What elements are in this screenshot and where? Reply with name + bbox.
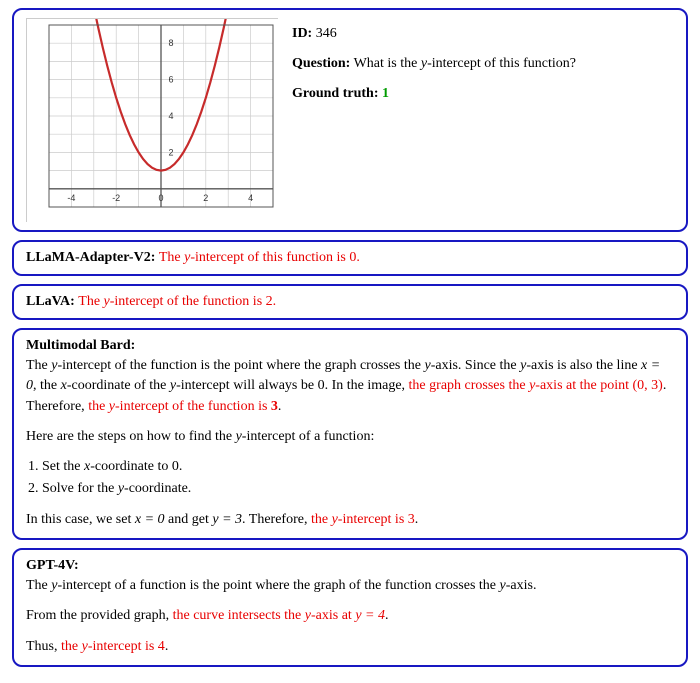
t: -axis. [506, 578, 537, 593]
response-gpt4v: GPT-4V: The y-intercept of a function is… [12, 548, 688, 667]
bard-steps: 1. Set the x-coordinate to 0. 2. Solve f… [28, 457, 674, 500]
t: -intercept of this function is 0. [190, 250, 360, 265]
svg-text:4: 4 [248, 193, 253, 203]
t: the [88, 399, 109, 414]
step-2: 2. Solve for the y-coordinate. [28, 479, 674, 499]
header-panel: -4 -2 0 2 4 2 4 6 8 ID: 346 Question: What is th… [12, 8, 688, 232]
bard-p3: In this case, we set x = 0 and get y = 3… [26, 510, 674, 530]
info-block: ID: 346 Question: What is the y-intercep… [292, 18, 674, 110]
t: -intercept of the function is 2. [110, 294, 276, 309]
t: The [159, 250, 184, 265]
t: 1. Set the [28, 459, 84, 474]
model-name: LLaVA: [26, 294, 78, 309]
resp-text: The y-intercept of this function is 0. [159, 250, 360, 265]
svg-text:-4: -4 [67, 193, 75, 203]
t: . [278, 399, 282, 414]
t: The [26, 578, 51, 593]
red: the curve intersects the y-axis at y = 4 [173, 608, 385, 623]
t: Here are the steps on how to find the [26, 429, 236, 444]
truth-row: Ground truth: 1 [292, 80, 674, 108]
t: -intercept of a function is the point wh… [57, 578, 499, 593]
t: . [415, 512, 419, 527]
question-label: Question: [292, 56, 350, 71]
t: -axis at the point (0, 3) [535, 378, 663, 393]
t: , the [33, 378, 61, 393]
t: From the provided graph, [26, 608, 173, 623]
t: the curve intersects the [173, 608, 305, 623]
t: -coordinate of the [67, 378, 170, 393]
t: In this case, we set [26, 512, 135, 527]
red: the y-intercept is 3 [311, 512, 415, 527]
t: -intercept of the function is [115, 399, 271, 414]
t: -axis at [311, 608, 355, 623]
t: and get [165, 512, 213, 527]
red: the graph crosses the y-axis at the poin… [409, 378, 663, 393]
id-row: ID: 346 [292, 20, 674, 48]
t: the [61, 639, 82, 654]
red: the y-intercept of the function is 3 [88, 399, 278, 414]
gpt4v-p2: From the provided graph, the curve inter… [26, 606, 674, 626]
response-body: The y-intercept of a function is the poi… [26, 576, 674, 657]
t: -axis is also the line [526, 358, 641, 373]
question-post: -intercept of this function? [427, 56, 576, 71]
t: The [78, 294, 103, 309]
parabola-chart-svg: -4 -2 0 2 4 2 4 6 8 [27, 19, 279, 223]
id-label: ID: [292, 26, 312, 41]
t: The [26, 358, 51, 373]
question-row: Question: What is the y-intercept of thi… [292, 50, 674, 78]
t: the [311, 512, 332, 527]
t: -axis. Since the [431, 358, 520, 373]
svg-text:8: 8 [168, 38, 173, 48]
t: . Therefore, [242, 512, 311, 527]
resp-text: The y-intercept of the function is 2. [78, 294, 276, 309]
t: -intercept is 4 [88, 639, 165, 654]
t: -intercept will always be 0. In the imag… [176, 378, 408, 393]
svg-text:4: 4 [168, 111, 173, 121]
t: y = 4 [355, 608, 385, 623]
bard-p2: Here are the steps on how to find the y-… [26, 427, 674, 447]
t: x = 0 [135, 512, 165, 527]
svg-text:0: 0 [158, 193, 163, 203]
t: -intercept of a function: [242, 429, 375, 444]
t: 2. Solve for the [28, 481, 118, 496]
svg-text:2: 2 [168, 147, 173, 157]
svg-text:2: 2 [203, 193, 208, 203]
step-1: 1. Set the x-coordinate to 0. [28, 457, 674, 477]
response-bard: Multimodal Bard: The y-intercept of the … [12, 328, 688, 540]
t: Thus, [26, 639, 61, 654]
response-llava: LLaVA: The y-intercept of the function i… [12, 284, 688, 320]
t: -coordinate to 0. [90, 459, 182, 474]
model-name: Multimodal Bard: [26, 338, 674, 354]
gpt4v-p1: The y-intercept of a function is the poi… [26, 576, 674, 596]
t: the graph crosses the [409, 378, 530, 393]
bard-p1: The y-intercept of the function is the p… [26, 356, 674, 417]
t: -intercept of the function is the point … [57, 358, 424, 373]
truth-value: 1 [382, 86, 389, 101]
model-name: LLaMA-Adapter-V2: [26, 250, 159, 265]
function-chart: -4 -2 0 2 4 2 4 6 8 [26, 18, 278, 222]
gpt4v-p3: Thus, the y-intercept is 4. [26, 637, 674, 657]
t: . [165, 639, 169, 654]
t: . [385, 608, 389, 623]
t: y = 3 [212, 512, 242, 527]
response-body: The y-intercept of the function is the p… [26, 356, 674, 530]
svg-text:-2: -2 [112, 193, 120, 203]
t: -coordinate. [124, 481, 191, 496]
red: the y-intercept is 4 [61, 639, 165, 654]
question-pre: What is the [354, 56, 421, 71]
truth-label: Ground truth: [292, 86, 378, 101]
id-value: 346 [316, 26, 337, 41]
t: 3 [271, 399, 278, 414]
svg-text:6: 6 [168, 75, 173, 85]
model-name: GPT-4V: [26, 558, 674, 574]
t: -intercept is 3 [338, 512, 415, 527]
response-llama-adapter: LLaMA-Adapter-V2: The y-intercept of thi… [12, 240, 688, 276]
